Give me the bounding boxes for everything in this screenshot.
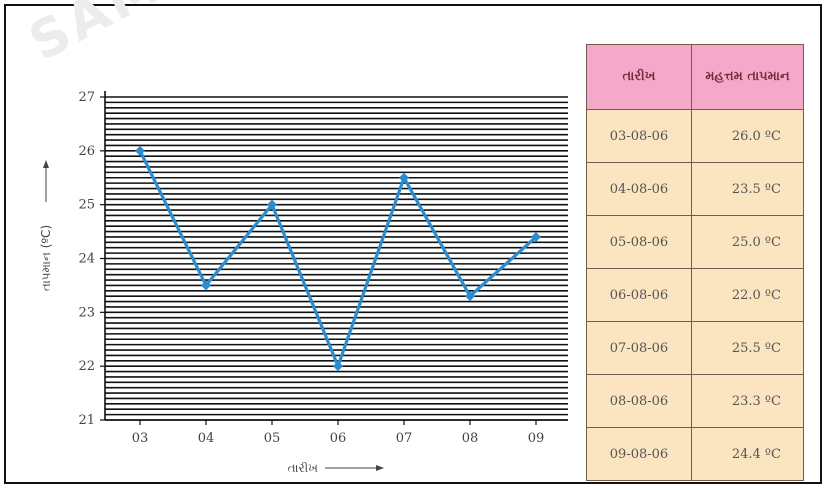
row-temperature: 22.0 ºC <box>691 268 804 322</box>
row-date: 04-08-06 <box>586 162 692 216</box>
row-date: 07-08-06 <box>586 321 692 375</box>
data-point <box>267 199 277 210</box>
y-tick-label: 26 <box>78 144 95 159</box>
data-point <box>531 231 541 242</box>
row-date: 03-08-06 <box>586 109 692 163</box>
y-tick-label: 25 <box>78 198 95 213</box>
temperature-table: તારીખ મહત્તમ તાપમાન 03-08-06 26.0 ºC 04-… <box>586 44 804 481</box>
row-temperature: 24.4 ºC <box>691 427 804 481</box>
row-date: 09-08-06 <box>586 427 692 481</box>
table-row: 07-08-06 25.5 ºC <box>586 321 804 375</box>
x-axis-arrowhead <box>376 465 384 471</box>
table-row: 08-08-06 23.3 ºC <box>586 374 804 428</box>
chart-axes <box>104 91 568 421</box>
y-tick-label: 27 <box>78 90 95 105</box>
table-row: 06-08-06 22.0 ºC <box>586 268 804 322</box>
x-axis-title: તારીખ <box>288 461 319 475</box>
row-temperature: 26.0 ºC <box>691 109 804 163</box>
table-row: 04-08-06 23.5 ºC <box>586 162 804 216</box>
header-max-temperature: મહત્તમ તાપમાન <box>691 44 804 110</box>
row-temperature: 23.5 ºC <box>691 162 804 216</box>
y-axis-title: તાપમાન (ºC) <box>39 225 53 291</box>
row-temperature: 25.0 ºC <box>691 215 804 269</box>
x-tick-label: 08 <box>462 431 479 446</box>
y-tick-label: 24 <box>78 252 95 267</box>
y-axis-ticks: 21 22 23 24 25 26 27 <box>78 90 105 428</box>
row-date: 08-08-06 <box>586 374 692 428</box>
data-point <box>201 280 211 291</box>
chart-gridlines <box>105 96 568 421</box>
header-date: તારીખ <box>586 44 692 110</box>
row-temperature: 23.3 ºC <box>691 374 804 428</box>
data-point <box>135 145 145 156</box>
y-axis-arrowhead <box>43 160 49 168</box>
table-row: 09-08-06 24.4 ºC <box>586 427 804 481</box>
y-axis-title-group: તાપમાન (ºC) <box>39 160 53 291</box>
axis-labels: તારીખ તાપમાન (ºC) <box>39 160 384 475</box>
table-row: 03-08-06 26.0 ºC <box>586 109 804 163</box>
x-tick-label: 07 <box>396 431 413 446</box>
x-tick-label: 03 <box>132 431 149 446</box>
data-point <box>465 291 475 302</box>
table-row: 05-08-06 25.0 ºC <box>586 215 804 269</box>
temperature-series <box>135 145 541 372</box>
row-date: 06-08-06 <box>586 268 692 322</box>
data-point <box>399 172 409 183</box>
x-tick-label: 09 <box>528 431 545 446</box>
x-tick-label: 04 <box>198 431 215 446</box>
x-tick-label: 06 <box>330 431 347 446</box>
y-tick-label: 21 <box>78 413 95 428</box>
x-axis-ticks: 03 04 05 06 07 08 09 <box>132 420 545 446</box>
data-point <box>333 361 343 372</box>
temperature-line-chart: 21 22 23 24 25 26 27 03 04 05 06 07 08 09 તારીખ તાપમા… <box>39 90 568 475</box>
row-date: 05-08-06 <box>586 215 692 269</box>
row-temperature: 25.5 ºC <box>691 321 804 375</box>
y-tick-label: 23 <box>78 305 95 320</box>
y-tick-label: 22 <box>78 359 95 374</box>
table-header-row: તારીખ મહત્તમ તાપમાન <box>586 44 804 110</box>
x-tick-label: 05 <box>264 431 281 446</box>
